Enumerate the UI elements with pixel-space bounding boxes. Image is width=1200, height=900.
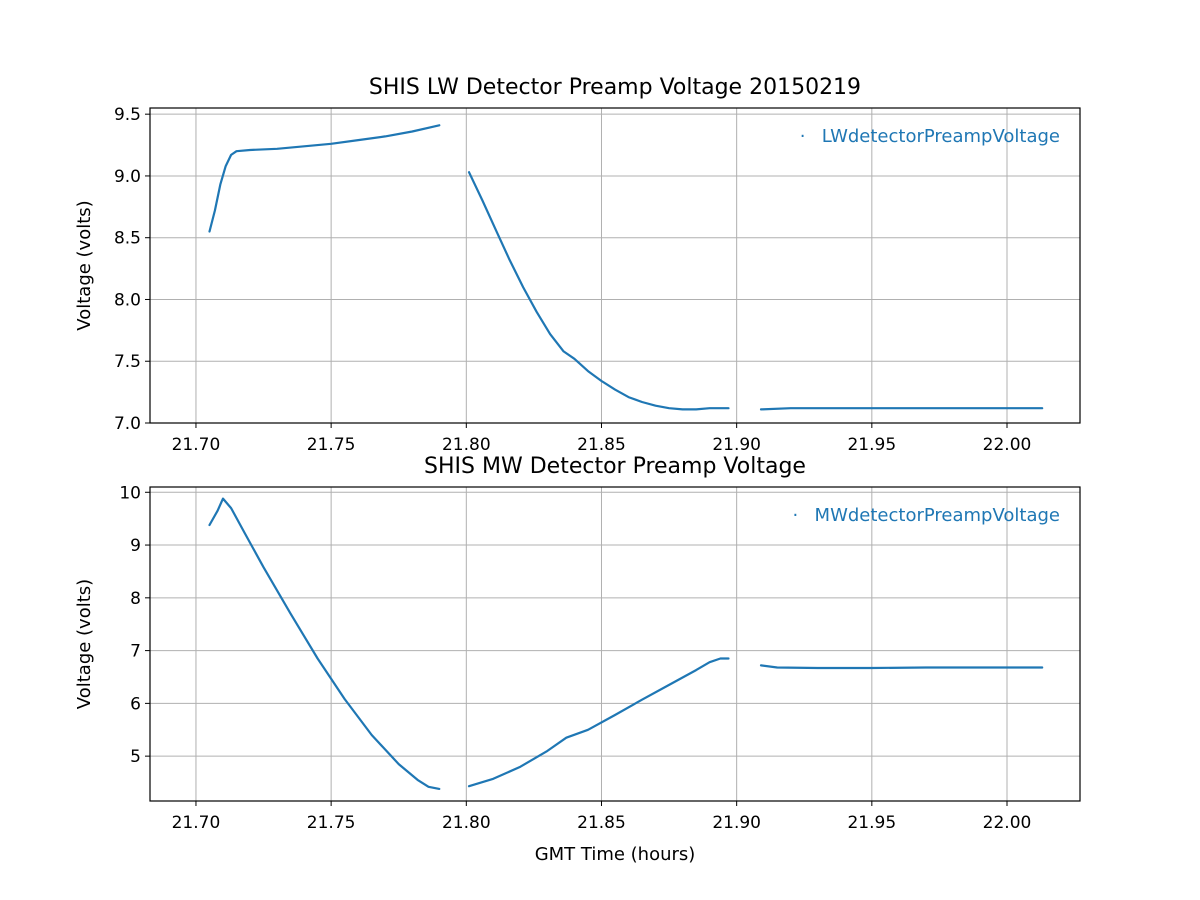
lw-y-tick-label: 9.5 — [114, 105, 141, 125]
mw-x-axis-label: GMT Time (hours) — [535, 844, 696, 865]
lw-voltage-panel: 21.70 21.75 21.80 21.85 21.90 21.95 22.00 7.0 7.… — [74, 75, 1081, 455]
lw-chart-title: SHIS LW Detector Preamp Voltage 20150219 — [369, 75, 861, 100]
mw-x-tick-label: 21.70 — [172, 813, 221, 833]
lw-y-tick-label: 8.0 — [114, 290, 141, 310]
mw-voltage-panel: 21.70 21.75 21.80 21.85 21.90 21.95 22.00 5 6 7 8 9… — [74, 454, 1081, 865]
lw-x-tick-label: 21.90 — [712, 435, 761, 455]
mw-x-tick-label: 21.95 — [847, 813, 896, 833]
lw-series-segment — [467, 171, 730, 411]
lw-x-tick-label: 21.95 — [847, 435, 896, 455]
lw-series-segment — [208, 124, 441, 233]
lw-x-tick-label: 21.80 — [442, 435, 491, 455]
mw-y-tick-label: 5 — [130, 747, 141, 767]
mw-legend-marker: · — [793, 505, 799, 526]
lw-y-tick-label: 7.5 — [114, 352, 141, 372]
mw-x-tick-label: 22.00 — [983, 813, 1032, 833]
lw-legend-label: LWdetectorPreampVoltage — [822, 126, 1060, 147]
mw-legend: · MWdetectorPreampVoltage — [793, 505, 1060, 526]
mw-series-segment — [467, 657, 730, 788]
lw-legend-marker: · — [800, 126, 806, 147]
lw-ticks: 21.70 21.75 21.80 21.85 21.90 21.95 22.00 7.0 7.… — [114, 105, 1031, 455]
lw-series-layer — [208, 124, 1044, 411]
mw-y-tick-label: 6 — [130, 694, 141, 714]
lw-y-tick-label: 9.0 — [114, 167, 141, 187]
lw-axes-frame — [149, 107, 1081, 424]
mw-grid — [150, 487, 1080, 801]
lw-y-tick-label: 7.0 — [114, 414, 141, 434]
mw-series-segment — [759, 664, 1044, 670]
lw-y-tick-label: 8.5 — [114, 229, 141, 249]
lw-legend: · LWdetectorPreampVoltage — [800, 126, 1060, 147]
mw-chart-title: SHIS MW Detector Preamp Voltage — [424, 454, 806, 479]
mw-series-segment — [208, 497, 441, 791]
mw-axes-frame — [149, 486, 1081, 802]
mw-x-tick-label: 21.85 — [577, 813, 626, 833]
mw-x-tick-label: 21.80 — [442, 813, 491, 833]
mw-y-tick-label: 9 — [130, 536, 141, 556]
mw-series-layer — [208, 497, 1044, 791]
lw-x-tick-label: 21.70 — [172, 435, 221, 455]
lw-x-tick-label: 21.75 — [307, 435, 356, 455]
mw-legend-label: MWdetectorPreampVoltage — [815, 505, 1060, 526]
mw-y-tick-label: 10 — [119, 483, 141, 503]
mw-y-axis-label: Voltage (volts) — [74, 579, 95, 709]
lw-x-tick-label: 22.00 — [983, 435, 1032, 455]
mw-x-tick-label: 21.75 — [307, 813, 356, 833]
mw-y-tick-label: 8 — [130, 589, 141, 609]
mw-y-tick-label: 7 — [130, 642, 141, 662]
mw-ticks: 21.70 21.75 21.80 21.85 21.90 21.95 22.00 5 6 7 8 9… — [119, 483, 1031, 833]
lw-series-segment — [759, 407, 1044, 411]
lw-x-tick-label: 21.85 — [577, 435, 626, 455]
lw-y-axis-label: Voltage (volts) — [74, 200, 95, 330]
mw-x-tick-label: 21.90 — [712, 813, 761, 833]
